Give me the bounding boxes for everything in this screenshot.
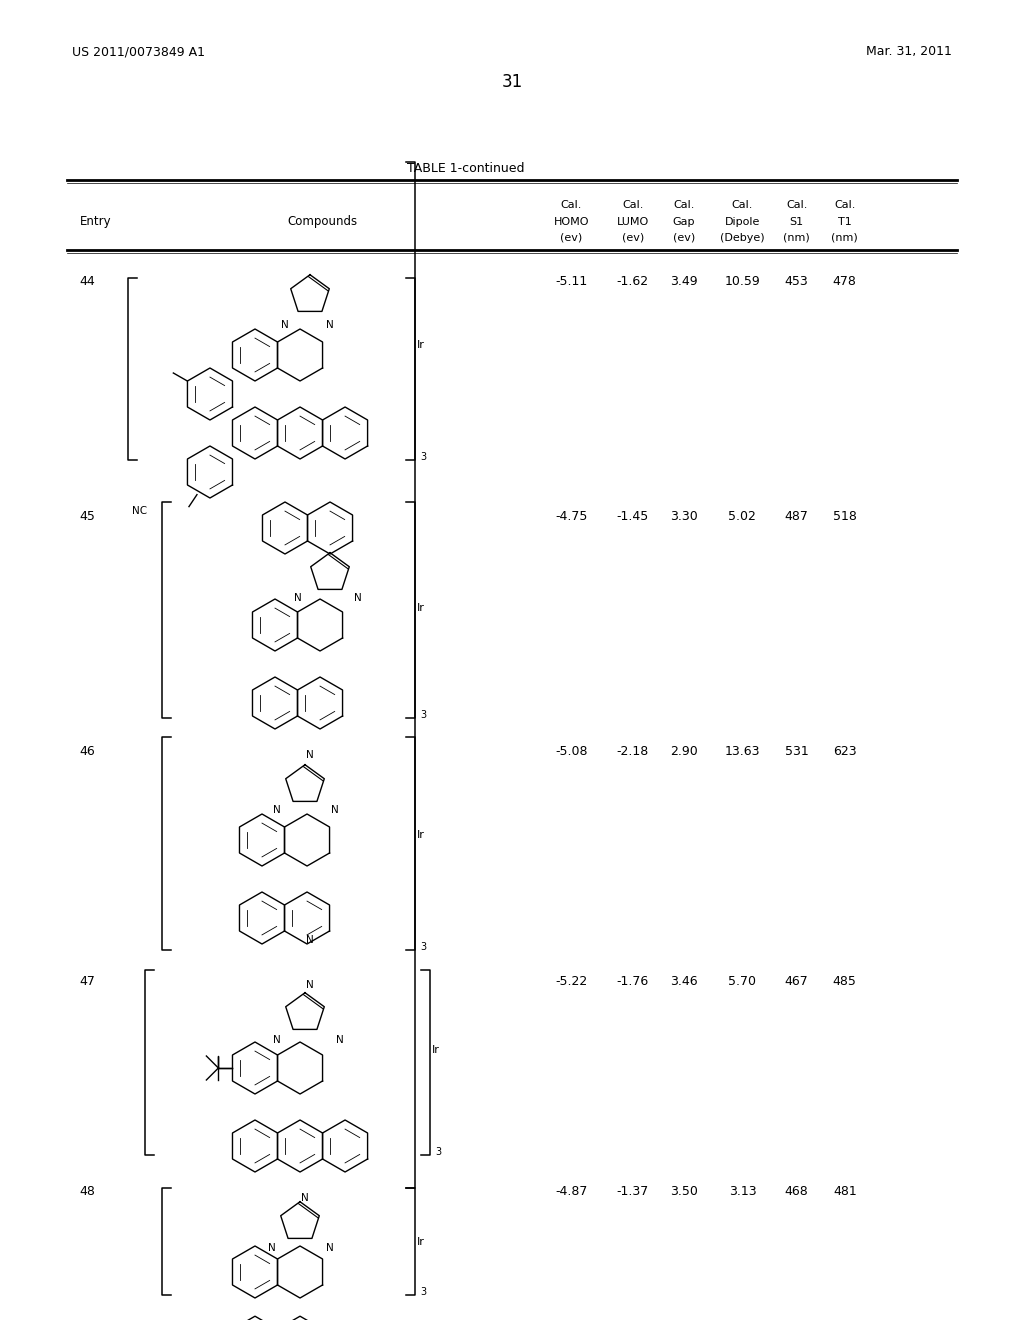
Text: T1: T1 (838, 216, 852, 227)
Text: N: N (326, 1243, 334, 1253)
Text: 5.70: 5.70 (728, 975, 757, 987)
Text: N: N (273, 805, 281, 814)
Text: N: N (331, 805, 339, 814)
Text: Compounds: Compounds (288, 215, 357, 228)
Text: N: N (306, 750, 314, 760)
Text: HOMO: HOMO (554, 216, 589, 227)
Text: N: N (326, 319, 334, 330)
Text: 45: 45 (80, 510, 96, 523)
Text: Ir: Ir (417, 341, 425, 350)
Text: -2.18: -2.18 (616, 744, 649, 758)
Text: N: N (306, 935, 314, 945)
Text: (nm): (nm) (783, 234, 810, 243)
Text: 46: 46 (80, 744, 95, 758)
Text: (ev): (ev) (560, 234, 583, 243)
Text: N: N (301, 1193, 309, 1203)
Text: N: N (306, 979, 314, 990)
Text: -1.37: -1.37 (616, 1185, 649, 1199)
Text: Cal.: Cal. (623, 201, 643, 210)
Text: 467: 467 (784, 975, 809, 987)
Text: 3.49: 3.49 (671, 275, 697, 288)
Text: US 2011/0073849 A1: US 2011/0073849 A1 (72, 45, 205, 58)
Text: (ev): (ev) (622, 234, 644, 243)
Text: Cal.: Cal. (732, 201, 753, 210)
Text: 3: 3 (420, 710, 426, 719)
Text: Ir: Ir (432, 1045, 440, 1055)
Text: 48: 48 (80, 1185, 96, 1199)
Text: Mar. 31, 2011: Mar. 31, 2011 (866, 45, 952, 58)
Text: Dipole: Dipole (725, 216, 760, 227)
Text: (nm): (nm) (831, 234, 858, 243)
Text: N: N (268, 1243, 275, 1253)
Text: N: N (336, 1035, 344, 1045)
Text: 2.90: 2.90 (670, 744, 698, 758)
Text: S1: S1 (790, 216, 804, 227)
Text: N: N (354, 593, 361, 603)
Text: -4.87: -4.87 (555, 1185, 588, 1199)
Text: 478: 478 (833, 275, 857, 288)
Text: (Debye): (Debye) (720, 234, 765, 243)
Text: -4.75: -4.75 (555, 510, 588, 523)
Text: 3: 3 (420, 1287, 426, 1298)
Text: Ir: Ir (417, 1237, 425, 1247)
Text: Cal.: Cal. (835, 201, 855, 210)
Text: N: N (294, 593, 302, 603)
Text: N: N (282, 319, 289, 330)
Text: 10.59: 10.59 (725, 275, 760, 288)
Text: -5.08: -5.08 (555, 744, 588, 758)
Text: 3.50: 3.50 (670, 1185, 698, 1199)
Text: 13.63: 13.63 (725, 744, 760, 758)
Text: 44: 44 (80, 275, 95, 288)
Text: NC: NC (132, 506, 147, 516)
Text: 485: 485 (833, 975, 857, 987)
Text: Gap: Gap (673, 216, 695, 227)
Text: TABLE 1-continued: TABLE 1-continued (408, 161, 524, 174)
Text: -1.45: -1.45 (616, 510, 649, 523)
Text: LUMO: LUMO (616, 216, 649, 227)
Text: Entry: Entry (80, 215, 112, 228)
Text: 3.13: 3.13 (729, 1185, 756, 1199)
Text: N: N (273, 1035, 281, 1045)
Text: (ev): (ev) (673, 234, 695, 243)
Text: 623: 623 (833, 744, 857, 758)
Text: Cal.: Cal. (674, 201, 694, 210)
Text: 3: 3 (420, 942, 426, 952)
Text: -5.22: -5.22 (555, 975, 588, 987)
Text: Cal.: Cal. (561, 201, 582, 210)
Text: 47: 47 (80, 975, 96, 987)
Text: -5.11: -5.11 (555, 275, 588, 288)
Text: 531: 531 (784, 744, 809, 758)
Text: -1.76: -1.76 (616, 975, 649, 987)
Text: Ir: Ir (417, 830, 425, 840)
Text: Cal.: Cal. (786, 201, 807, 210)
Text: 3.30: 3.30 (670, 510, 698, 523)
Text: 3.46: 3.46 (671, 975, 697, 987)
Text: 5.02: 5.02 (728, 510, 757, 523)
Text: 487: 487 (784, 510, 809, 523)
Text: 3: 3 (420, 451, 426, 462)
Text: Ir: Ir (417, 603, 425, 612)
Text: 31: 31 (502, 73, 522, 91)
Text: 3: 3 (435, 1147, 441, 1158)
Text: 518: 518 (833, 510, 857, 523)
Text: 481: 481 (833, 1185, 857, 1199)
Text: 453: 453 (784, 275, 809, 288)
Text: -1.62: -1.62 (616, 275, 649, 288)
Text: 468: 468 (784, 1185, 809, 1199)
